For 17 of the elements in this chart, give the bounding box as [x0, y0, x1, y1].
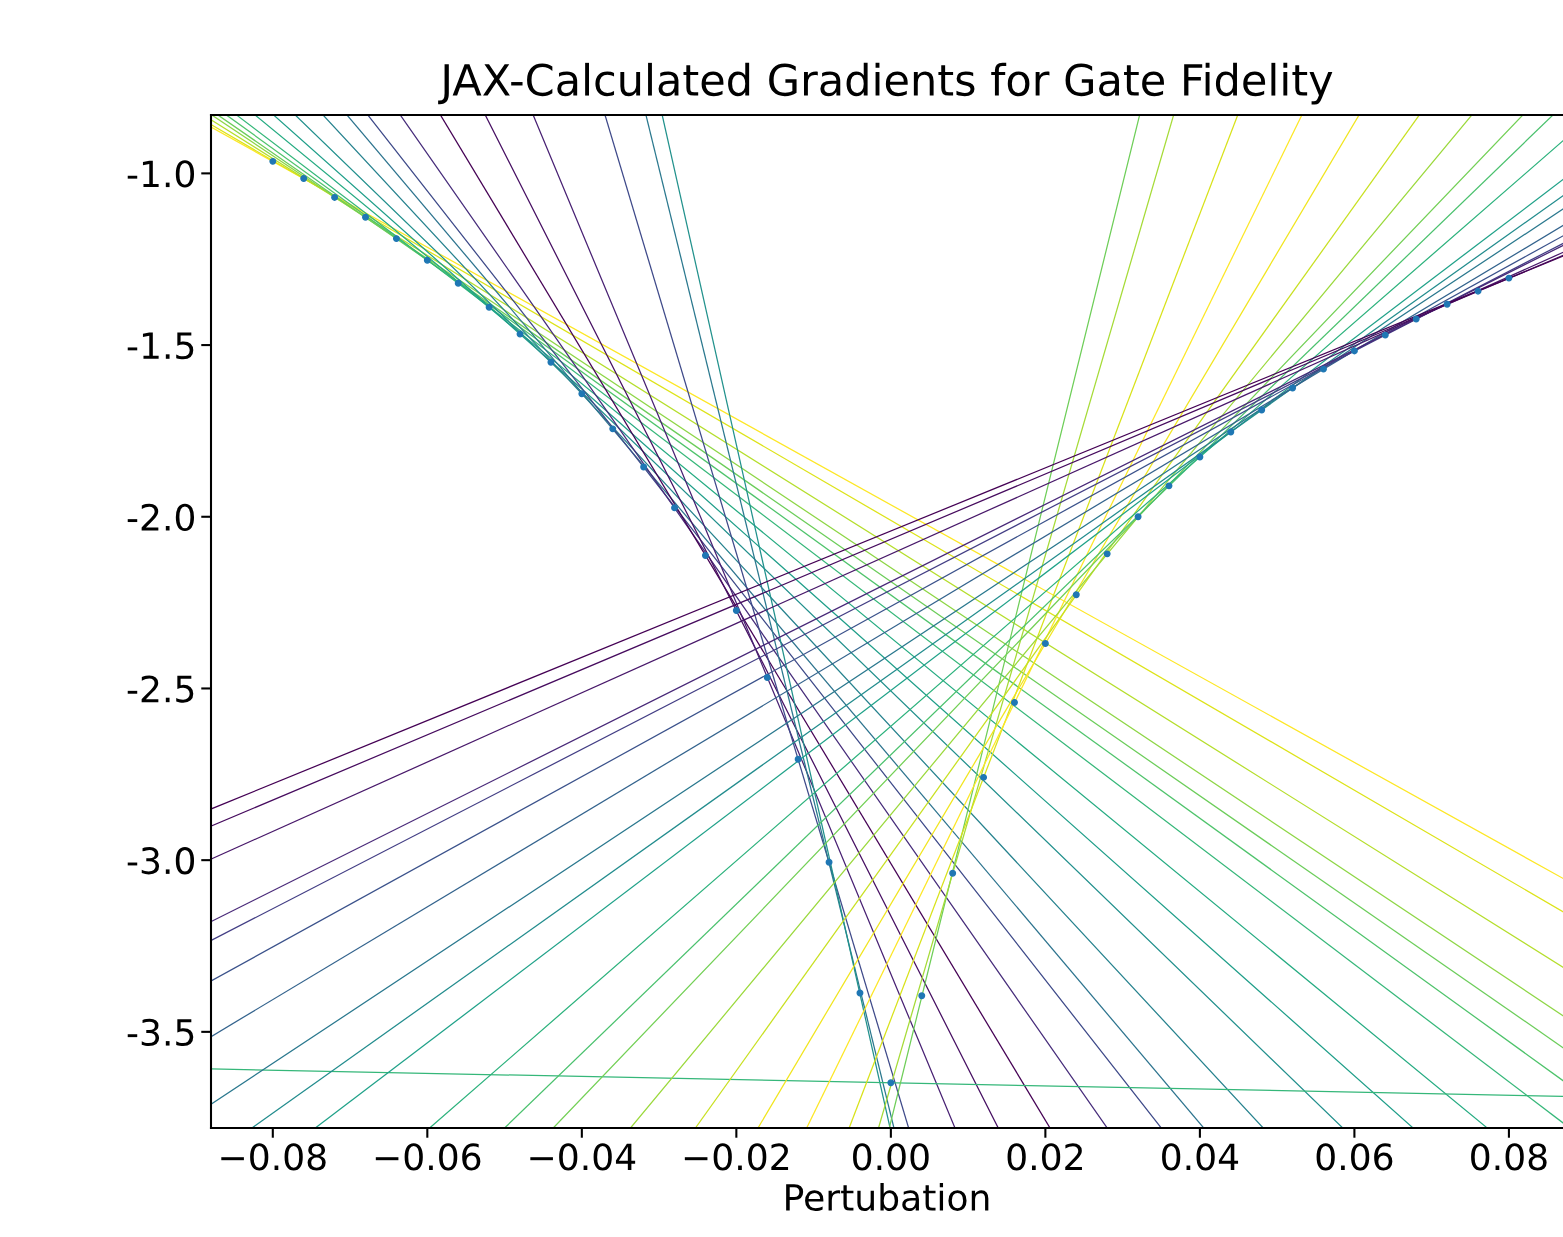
- y-tick-label: -2.0: [127, 503, 195, 531]
- y-tick-label: -2.5: [127, 675, 194, 703]
- x-axis-title: Pertubation: [786, 1183, 989, 1212]
- y-tick-label: -3.0: [127, 847, 195, 875]
- x-tick-label: 0.06: [1316, 1143, 1393, 1171]
- x-tick-label: −0.08: [221, 1143, 326, 1171]
- x-tick-label: −0.06: [375, 1143, 481, 1171]
- x-tick-label: −0.02: [684, 1143, 789, 1171]
- y-tick-label: -3.5: [127, 1018, 194, 1047]
- y-tick-label: -1.0: [127, 160, 195, 188]
- x-tick-label: 0.02: [1007, 1143, 1082, 1171]
- x-tick-label: 0.08: [1471, 1143, 1547, 1171]
- chart-title: JAX-Calculated Gradients for Gate Fidelity: [438, 62, 1333, 105]
- y-tick-label: -1.5: [127, 332, 194, 360]
- x-tick-label: 0.04: [1162, 1143, 1239, 1171]
- x-tick-label: 0.00: [853, 1143, 929, 1171]
- x-tick-label: −0.04: [530, 1143, 636, 1171]
